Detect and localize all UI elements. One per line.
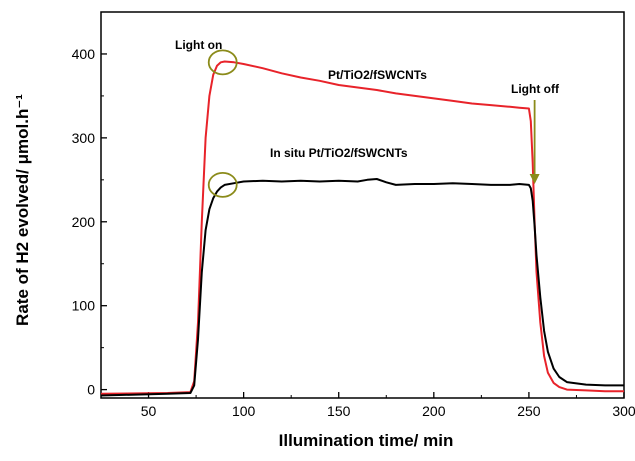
series2-label: In situ Pt/TiO2/fSWCNTs: [270, 146, 408, 160]
x-tick-label: 250: [517, 403, 541, 419]
x-axis-title: Illumination time/ min: [279, 431, 454, 450]
light-off-arrow-head: [529, 174, 540, 185]
x-tick-label: 100: [232, 403, 256, 419]
series-layer: [100, 60, 624, 397]
plot-frame: [100, 11, 625, 399]
series-line-1: [100, 60, 624, 395]
light-on-marker-black: [207, 171, 238, 198]
x-tick-label: 150: [327, 403, 351, 419]
x-tick-label: 50: [141, 403, 157, 419]
light-on-marker-red: [207, 49, 238, 76]
x-tick-label: 300: [612, 403, 635, 419]
axes: 50 100 150 200 250 300 0 100 200 300 400: [72, 11, 635, 419]
series-line-2: [100, 178, 624, 397]
y-axis-title: Rate of H2 evolved/ μmol.h⁻¹: [13, 94, 32, 326]
y-tick-label: 0: [87, 382, 95, 398]
x-tick-label: 200: [422, 403, 446, 419]
annotations-layer: Light on Pt/TiO2/fSWCNTs Light off In si…: [175, 38, 560, 198]
light-off-label: Light off: [511, 82, 560, 96]
y-tick-label: 400: [72, 46, 96, 62]
series1-label: Pt/TiO2/fSWCNTs: [328, 68, 427, 82]
light-on-label: Light on: [175, 38, 222, 52]
y-tick-label: 100: [72, 298, 96, 314]
y-tick-label: 200: [72, 214, 96, 230]
y-tick-label: 300: [72, 130, 96, 146]
